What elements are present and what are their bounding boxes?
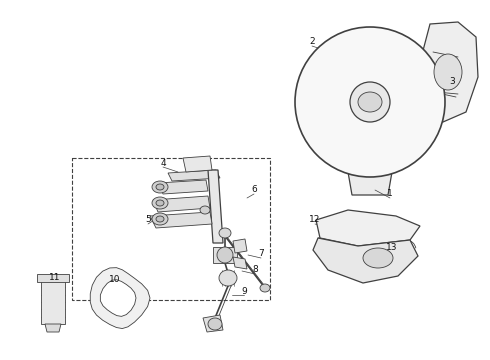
Polygon shape — [233, 257, 247, 269]
Text: 5: 5 — [145, 216, 151, 225]
Polygon shape — [158, 180, 208, 194]
Text: 11: 11 — [49, 273, 61, 282]
Text: 2: 2 — [309, 37, 315, 46]
Polygon shape — [183, 156, 212, 172]
Bar — [72, 158, 270, 300]
Ellipse shape — [152, 197, 168, 209]
Text: 10: 10 — [109, 275, 121, 284]
Polygon shape — [313, 238, 418, 283]
Ellipse shape — [358, 92, 382, 112]
Polygon shape — [203, 315, 223, 332]
Polygon shape — [316, 210, 420, 246]
Polygon shape — [90, 268, 150, 329]
Ellipse shape — [156, 184, 164, 190]
Polygon shape — [352, 88, 378, 112]
Text: 4: 4 — [160, 158, 166, 167]
Ellipse shape — [350, 82, 390, 122]
Polygon shape — [100, 280, 136, 316]
Text: 9: 9 — [241, 287, 247, 296]
Ellipse shape — [219, 270, 237, 286]
Ellipse shape — [219, 228, 231, 238]
Polygon shape — [45, 324, 61, 332]
Text: 7: 7 — [258, 249, 264, 258]
Polygon shape — [153, 196, 210, 212]
Ellipse shape — [208, 318, 222, 330]
Polygon shape — [233, 239, 247, 253]
Polygon shape — [41, 280, 65, 324]
Polygon shape — [420, 22, 478, 122]
Ellipse shape — [260, 284, 270, 292]
Polygon shape — [348, 172, 392, 195]
Polygon shape — [208, 170, 223, 243]
Ellipse shape — [152, 181, 168, 193]
Text: 1: 1 — [387, 189, 393, 198]
Text: 6: 6 — [251, 185, 257, 194]
Ellipse shape — [363, 248, 393, 268]
Text: 12: 12 — [309, 216, 320, 225]
Ellipse shape — [200, 206, 210, 214]
Polygon shape — [150, 212, 212, 228]
Ellipse shape — [152, 213, 168, 225]
Ellipse shape — [295, 27, 445, 177]
Polygon shape — [213, 247, 237, 263]
Polygon shape — [168, 170, 220, 181]
Ellipse shape — [434, 54, 462, 90]
Ellipse shape — [156, 200, 164, 206]
Text: 13: 13 — [386, 243, 398, 252]
Text: 8: 8 — [252, 266, 258, 274]
Text: 3: 3 — [449, 77, 455, 86]
Ellipse shape — [217, 247, 233, 263]
Polygon shape — [37, 274, 69, 282]
Ellipse shape — [156, 216, 164, 222]
